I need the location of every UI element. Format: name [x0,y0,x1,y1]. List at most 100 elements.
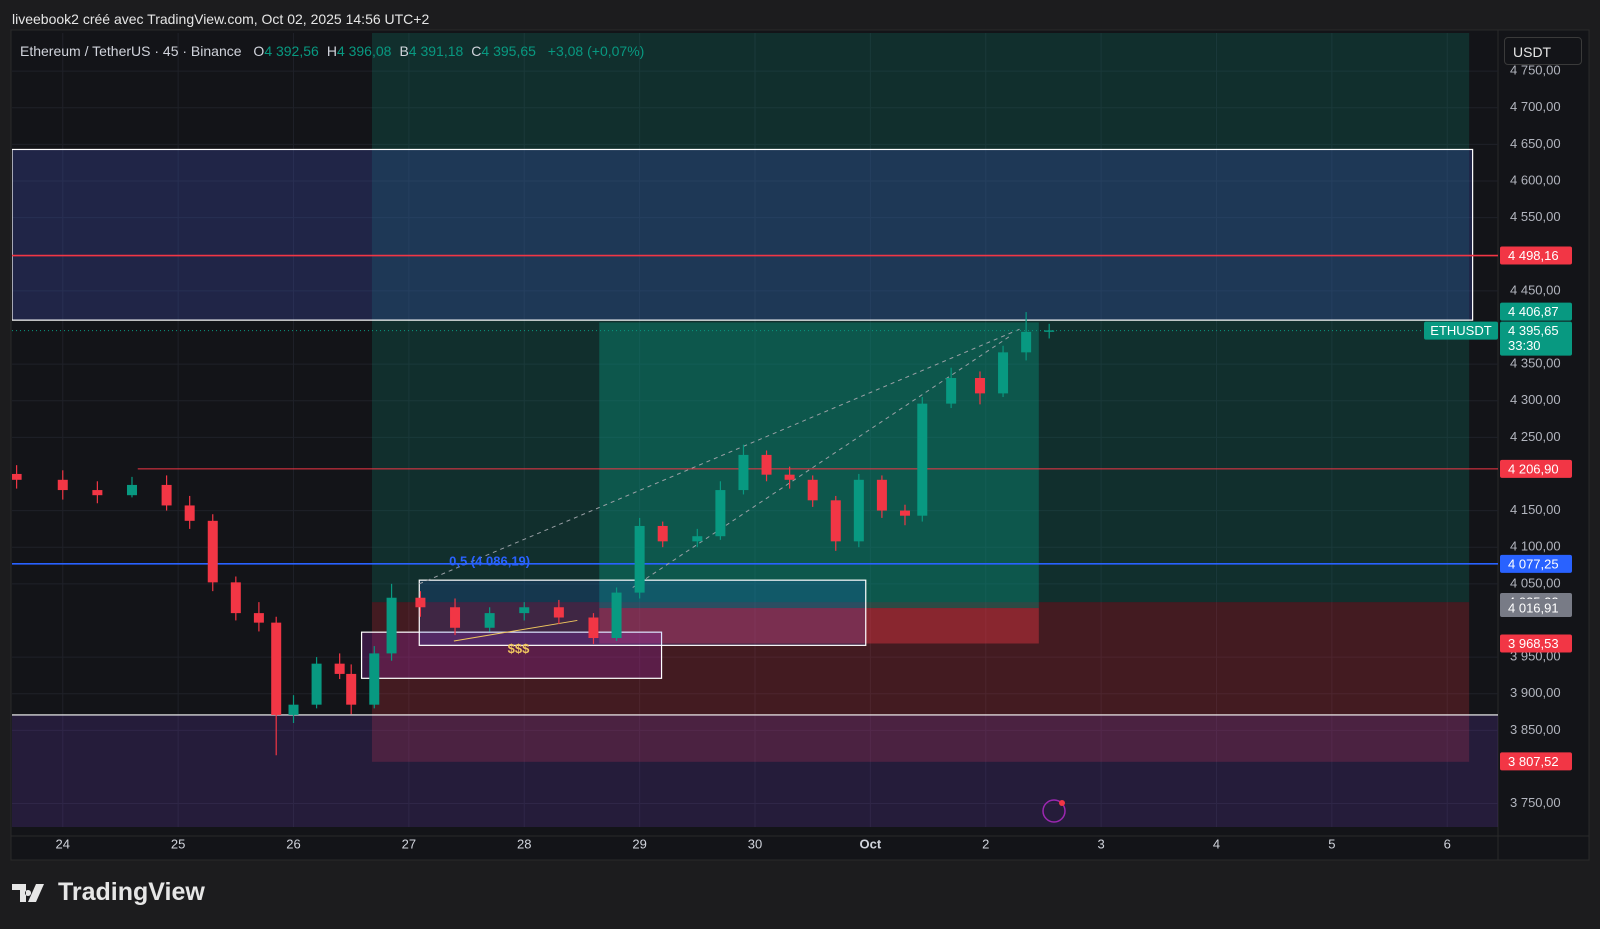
candle-body [1044,330,1055,332]
y-tick-label: 4 300,00 [1510,392,1561,407]
candle-body [553,607,564,618]
zone [360,631,663,679]
zone [371,602,1470,762]
currency-button[interactable]: USDT [1504,37,1582,65]
y-tick-label: 3 750,00 [1510,795,1561,810]
y-tick-label: 4 550,00 [1510,209,1561,224]
last-price-box [1500,321,1572,356]
price-label-box [1500,246,1572,265]
y-tick-label: 4 250,00 [1510,429,1561,444]
ohlc-value: 4 391,18 [408,43,464,59]
candle-body [271,622,282,715]
y-tick-label: 4 750,00 [1510,63,1561,78]
y-tick-label: 4 650,00 [1510,136,1561,151]
ohlc-value: 4 392,56 [264,43,319,59]
y-tick-label: 4 100,00 [1510,539,1561,554]
x-tick-label: 25 [171,836,185,851]
candle-body [738,454,749,491]
y-tick-label: 4 350,00 [1510,356,1561,371]
candle-body [784,474,795,480]
price-label: 3 807,52 [1508,754,1559,769]
x-tick-label: 29 [632,836,646,851]
plot: 0,5 (4 086,19) $$$ [12,33,1498,827]
x-tick-label: 28 [517,836,531,851]
candle-body [415,597,426,608]
symbol-legend: Ethereum / TetherUS · 45 · Binance O4 39… [20,43,644,59]
ohlc-key: H [326,43,337,59]
x-tick-label: 6 [1444,836,1451,851]
zone [599,322,1039,609]
symbol: Ethereum / TetherUS · 45 · Binance [20,43,242,59]
candle-body [484,613,495,628]
candle-body [998,352,1009,394]
candle-body [12,473,22,480]
candle-body [253,613,264,623]
candle-body [876,479,887,511]
alert-icon [1042,799,1066,823]
candle-body [92,490,103,496]
price-label-box [1500,599,1572,618]
candle-body [899,510,910,516]
y-tick-label: 4 450,00 [1510,282,1561,297]
candle-body [57,479,68,491]
candle-body [334,663,345,674]
x-tick-label: 4 [1213,836,1220,851]
price-label: 4 016,91 [1508,600,1559,615]
credit: liveebook2 créé avec TradingView.com, Oc… [12,11,430,27]
y-tick-label: 3 900,00 [1510,685,1561,700]
x-tick-label: 24 [56,836,70,851]
candle-body [184,505,195,521]
candle-body [519,607,530,614]
y-tick-label: 4 600,00 [1510,172,1561,187]
x-tick-label: 3 [1098,836,1105,851]
alert-dot [1059,800,1065,806]
candle-body [386,597,397,654]
ohlc-key: C [471,43,482,59]
candle-body [369,653,380,705]
ohlc-value: 4 396,08 [336,43,392,59]
candle-body [230,582,241,614]
brand-name: TradingView [58,878,205,906]
y-tick-label: 3 850,00 [1510,722,1561,737]
x-tick-label: 5 [1328,836,1335,851]
candle-body [974,377,985,394]
price-label: 4 406,87 [1508,304,1559,319]
zone [599,608,1039,644]
annotation: 0,5 (4 086,19) [449,553,530,568]
candle-body [946,377,957,404]
candle-body [853,479,864,542]
symbol-tag: ETHUSDT [1430,323,1491,338]
price-label-box [1500,554,1572,573]
price-label-box [1500,459,1572,478]
change: +3,08 (+0,07%) [547,43,645,59]
candle-body [288,704,299,715]
symbol-tag-box [1424,321,1498,340]
x-tick-label: 30 [748,836,762,851]
candle-body [761,454,772,475]
ohlc-value: 4 395,65 [481,43,536,59]
x-tick-label: Oct [860,836,882,851]
logo [12,883,44,902]
candle-body [588,617,599,639]
candle-body [830,500,841,542]
chart-panel [10,29,1590,861]
annotation: $$$ [508,641,530,656]
candle-body [917,403,928,516]
trend-line [453,619,578,642]
candle-body [807,479,818,501]
ohlc-key: O [253,43,265,59]
candle-body [311,663,322,705]
candle-body [126,484,137,496]
price-label: 4 206,90 [1508,461,1559,476]
x-tick-label: 2 [982,836,989,851]
x-tick-label: 26 [286,836,300,851]
candle-body [634,525,645,593]
ohlc-key: B [399,43,409,59]
candle-body [715,490,726,537]
x-tick-label: 27 [402,836,416,851]
y-tick-label: 4 150,00 [1510,502,1561,517]
y-tick-label: 4 050,00 [1510,575,1561,590]
price-label: 4 077,25 [1508,556,1559,571]
candle-body [346,673,357,705]
candle-body [161,484,172,506]
